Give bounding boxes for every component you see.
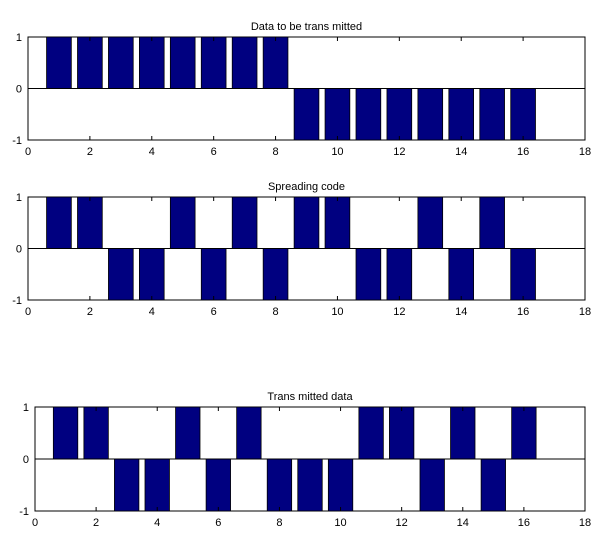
chart-title: Trans mitted data <box>267 391 353 403</box>
chart-title: Data to be trans mitted <box>251 21 362 33</box>
x-tick-label: 10 <box>331 306 343 318</box>
x-tick-label: 6 <box>211 306 217 318</box>
bar-15 <box>479 88 505 141</box>
x-tick-label: 0 <box>25 306 31 318</box>
x-tick-label: 18 <box>579 146 591 158</box>
bar-14 <box>448 248 475 301</box>
bar-6 <box>200 248 227 301</box>
x-tick-label: 2 <box>93 517 99 529</box>
bar-10 <box>327 458 354 512</box>
x-tick-label: 18 <box>579 306 591 318</box>
x-tick-label: 8 <box>276 517 282 529</box>
bar-7 <box>231 196 258 249</box>
x-tick-label: 2 <box>87 306 93 318</box>
bar-2 <box>77 196 103 249</box>
bar-2 <box>77 36 103 89</box>
y-tick-label: 1 <box>16 32 22 44</box>
x-tick-label: 18 <box>579 517 591 529</box>
x-tick-label: 6 <box>215 517 221 529</box>
bar-16 <box>510 88 536 141</box>
y-tick-label: 0 <box>16 84 22 96</box>
bar-6 <box>200 36 227 89</box>
y-tick-label: -1 <box>12 135 22 147</box>
bar-4 <box>144 458 170 512</box>
bar-1 <box>46 36 72 89</box>
bar-16 <box>510 248 536 301</box>
bar-13 <box>417 196 444 249</box>
bar-13 <box>419 458 445 512</box>
bar-9 <box>293 196 320 249</box>
x-tick-label: 2 <box>87 146 93 158</box>
bar-10 <box>324 88 351 141</box>
bar-9 <box>297 458 323 512</box>
chart-title: Spreading code <box>268 181 345 193</box>
bar-8 <box>262 36 289 89</box>
bar-5 <box>169 196 196 249</box>
x-tick-label: 12 <box>393 306 405 318</box>
bar-7 <box>236 406 262 460</box>
bar-5 <box>169 36 196 89</box>
x-tick-label: 6 <box>211 146 217 158</box>
y-tick-label: 0 <box>16 244 22 256</box>
bar-1 <box>52 406 79 460</box>
x-tick-label: 4 <box>154 517 160 529</box>
x-tick-label: 16 <box>518 517 530 529</box>
x-tick-label: 0 <box>32 517 38 529</box>
bar-9 <box>293 88 320 141</box>
y-tick-label: 1 <box>16 192 22 204</box>
bar-1 <box>46 196 72 249</box>
x-tick-label: 14 <box>457 517 469 529</box>
bar-12 <box>386 248 413 301</box>
bar-14 <box>450 406 476 460</box>
x-tick-label: 10 <box>334 517 346 529</box>
y-tick-label: -1 <box>19 506 29 518</box>
x-tick-label: 12 <box>396 517 408 529</box>
x-tick-label: 12 <box>393 146 405 158</box>
x-tick-label: 0 <box>25 146 31 158</box>
bar-3 <box>108 248 134 301</box>
bar-5 <box>175 406 201 460</box>
x-tick-label: 14 <box>455 306 467 318</box>
x-tick-label: 4 <box>149 146 155 158</box>
bar-13 <box>417 88 444 141</box>
bar-8 <box>262 248 289 301</box>
bar-15 <box>479 196 505 249</box>
bar-4 <box>138 36 165 89</box>
bar-8 <box>266 458 293 512</box>
bar-3 <box>108 36 134 89</box>
x-tick-label: 10 <box>331 146 343 158</box>
x-tick-label: 16 <box>517 306 529 318</box>
bar-10 <box>324 196 351 249</box>
bar-14 <box>448 88 475 141</box>
x-tick-label: 16 <box>517 146 529 158</box>
bar-11 <box>358 406 384 460</box>
bar-7 <box>231 36 258 89</box>
bar-16 <box>511 406 537 460</box>
bar-11 <box>355 88 382 141</box>
bar-4 <box>138 248 165 301</box>
bar-3 <box>114 458 140 512</box>
bar-11 <box>355 248 382 301</box>
x-tick-label: 8 <box>272 146 278 158</box>
x-tick-label: 8 <box>272 306 278 318</box>
bar-6 <box>205 458 231 512</box>
y-tick-label: 0 <box>23 454 29 466</box>
bar-2 <box>83 406 109 460</box>
x-tick-label: 4 <box>149 306 155 318</box>
bar-12 <box>389 406 415 460</box>
y-tick-label: 1 <box>23 402 29 414</box>
x-tick-label: 14 <box>455 146 467 158</box>
bar-12 <box>386 88 413 141</box>
bar-15 <box>480 458 506 512</box>
y-tick-label: -1 <box>12 295 22 307</box>
